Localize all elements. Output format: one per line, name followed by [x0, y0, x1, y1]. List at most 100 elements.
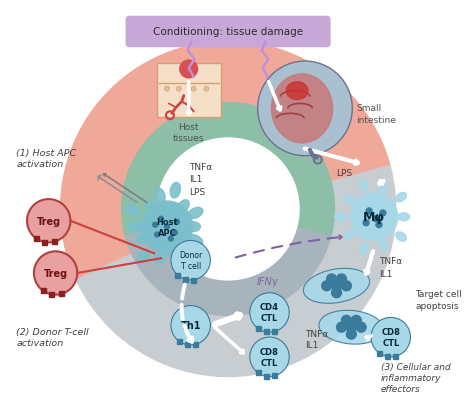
Ellipse shape [303, 269, 370, 303]
Circle shape [327, 274, 337, 284]
Ellipse shape [126, 205, 141, 216]
Bar [385, 354, 390, 359]
Ellipse shape [379, 240, 387, 251]
Text: Mφ: Mφ [363, 211, 385, 224]
Circle shape [322, 281, 332, 291]
Bar [191, 278, 196, 283]
Circle shape [171, 241, 210, 280]
Ellipse shape [188, 208, 203, 219]
Circle shape [164, 225, 170, 229]
Circle shape [159, 217, 164, 222]
Circle shape [174, 220, 179, 225]
Bar [175, 274, 180, 279]
Circle shape [258, 62, 352, 156]
Text: TNFα
IL1: TNFα IL1 [379, 256, 402, 278]
Circle shape [346, 329, 356, 339]
Text: CD8
CTL: CD8 CTL [381, 327, 400, 347]
Circle shape [337, 274, 346, 284]
Circle shape [250, 337, 289, 377]
Circle shape [176, 87, 181, 92]
Circle shape [373, 216, 379, 222]
Text: Small
intestine: Small intestine [356, 103, 396, 124]
Ellipse shape [128, 222, 143, 232]
Circle shape [376, 222, 382, 228]
Bar [185, 342, 190, 347]
Ellipse shape [345, 195, 356, 204]
Circle shape [332, 288, 341, 298]
Text: (1) Host APC
activation: (1) Host APC activation [16, 148, 76, 169]
Circle shape [204, 87, 209, 92]
Ellipse shape [155, 189, 165, 204]
Ellipse shape [168, 244, 178, 260]
Bar [182, 278, 188, 283]
Circle shape [356, 323, 366, 333]
Wedge shape [61, 42, 390, 280]
Text: Treg: Treg [44, 268, 68, 278]
Circle shape [34, 252, 77, 295]
Ellipse shape [137, 249, 150, 263]
Ellipse shape [396, 193, 406, 202]
Ellipse shape [272, 75, 333, 144]
Circle shape [168, 236, 173, 241]
Bar [256, 326, 261, 331]
Ellipse shape [185, 222, 201, 232]
Ellipse shape [396, 232, 406, 242]
Circle shape [180, 61, 198, 79]
Text: (2) Donor T-cell
activation: (2) Donor T-cell activation [16, 328, 89, 348]
Bar [59, 292, 64, 297]
Circle shape [350, 194, 398, 241]
Circle shape [164, 87, 170, 92]
Ellipse shape [170, 183, 181, 198]
Circle shape [351, 316, 361, 326]
Circle shape [157, 139, 299, 280]
Ellipse shape [335, 213, 346, 221]
Text: IFNγ: IFNγ [257, 276, 278, 286]
Ellipse shape [359, 180, 368, 191]
Bar [272, 329, 277, 334]
Ellipse shape [188, 235, 203, 246]
Bar [272, 373, 277, 378]
Circle shape [191, 87, 196, 92]
Text: TNFα
IL1
LPS: TNFα IL1 LPS [189, 162, 212, 196]
Ellipse shape [398, 213, 410, 221]
Bar [34, 236, 39, 241]
Bar [264, 330, 269, 335]
Text: CD4
CTL: CD4 CTL [260, 303, 279, 323]
Bar [177, 339, 182, 344]
Bar [49, 292, 55, 297]
Text: Conditioning: tissue damage: Conditioning: tissue damage [153, 27, 303, 37]
Text: (3) Cellular and
inflammatory
effectors: (3) Cellular and inflammatory effectors [381, 362, 451, 393]
Bar [41, 289, 46, 294]
Ellipse shape [184, 249, 197, 263]
Circle shape [346, 323, 356, 333]
Text: Donor
T cell: Donor T cell [179, 251, 202, 271]
Text: Th1: Th1 [181, 321, 201, 330]
Bar [43, 240, 47, 245]
Circle shape [250, 293, 289, 333]
Ellipse shape [345, 230, 356, 239]
Circle shape [371, 317, 410, 357]
Circle shape [366, 209, 372, 214]
Wedge shape [76, 166, 396, 377]
Text: LPS: LPS [337, 168, 353, 177]
Wedge shape [122, 103, 335, 237]
FancyBboxPatch shape [126, 17, 331, 48]
Ellipse shape [379, 184, 387, 195]
Text: CD8
CTL: CD8 CTL [260, 347, 279, 367]
Circle shape [380, 210, 386, 216]
Circle shape [173, 231, 177, 236]
Ellipse shape [137, 233, 151, 244]
Ellipse shape [145, 200, 157, 214]
Circle shape [171, 306, 210, 345]
Bar [393, 354, 398, 359]
Bar [377, 351, 382, 356]
Bar [52, 240, 57, 245]
Circle shape [141, 202, 192, 253]
Ellipse shape [359, 243, 368, 255]
Text: Host
tissues: Host tissues [173, 123, 204, 143]
Circle shape [341, 316, 351, 326]
Circle shape [363, 220, 369, 226]
Circle shape [155, 233, 160, 238]
Ellipse shape [286, 83, 308, 100]
Bar [264, 374, 269, 379]
